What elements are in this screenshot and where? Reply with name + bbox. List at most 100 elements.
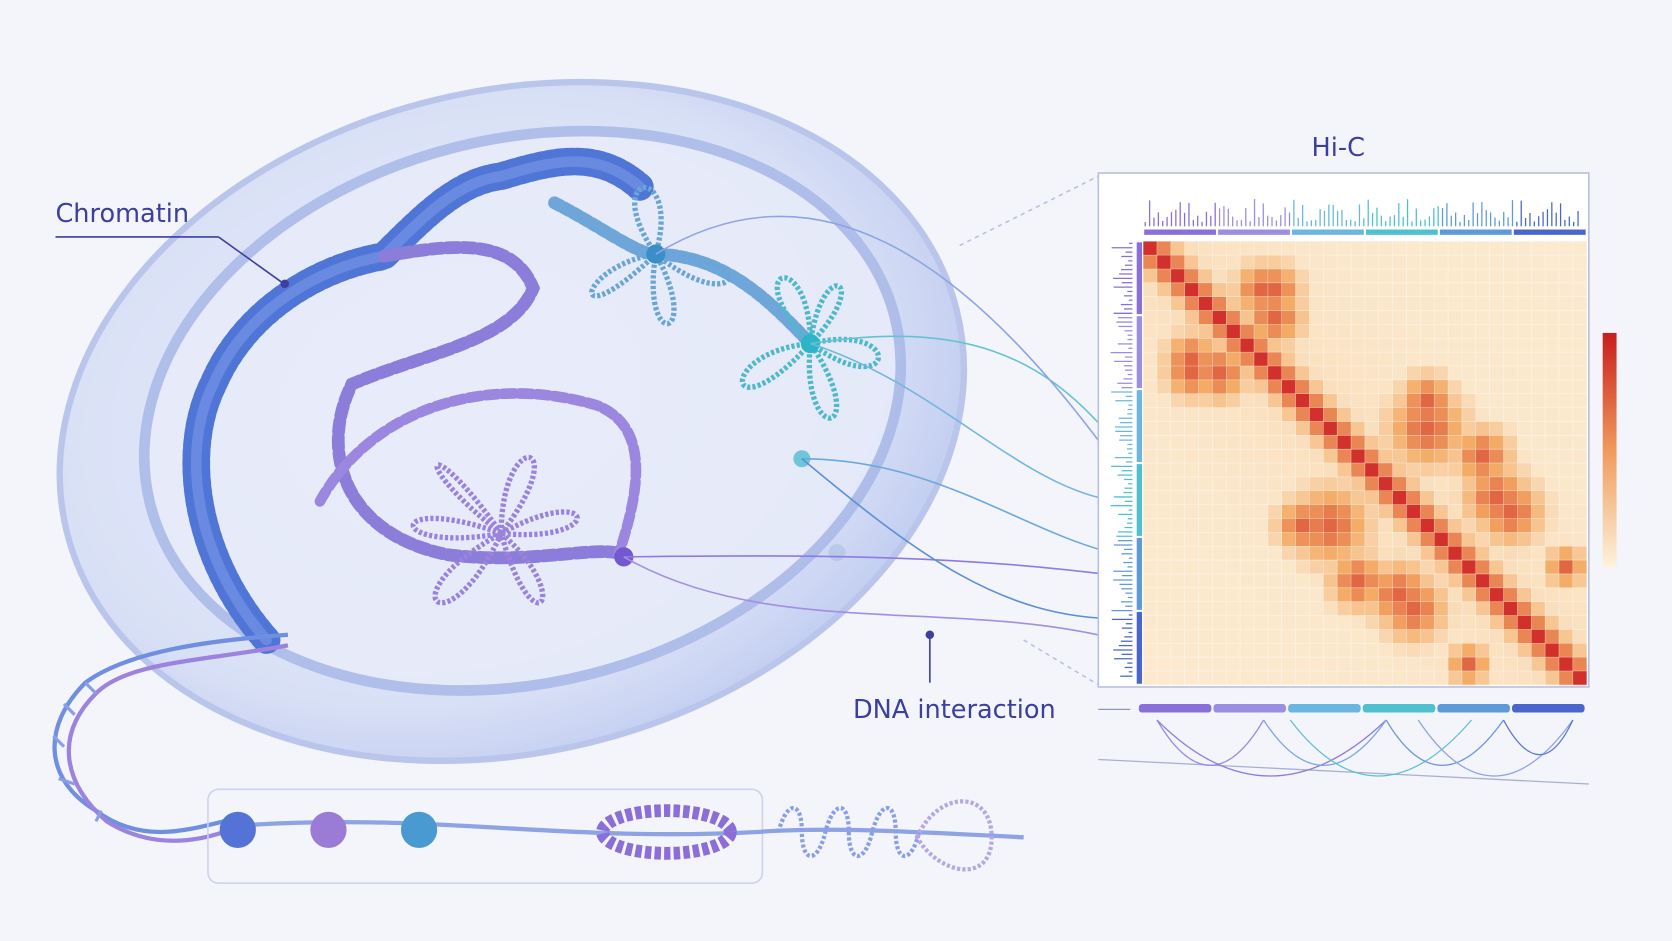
heat-cell [1406,643,1421,658]
heat-cell [1198,532,1213,547]
heat-cell [1143,407,1158,422]
heat-cell [1254,670,1269,686]
heat-cell [1489,504,1504,519]
heat-cell [1323,310,1338,325]
heat-cell [1558,282,1574,298]
heat-cell [1558,324,1574,339]
heat-cell [1448,366,1463,381]
heat-cell [1489,393,1504,408]
heat-cell [1267,241,1283,256]
heat-cell [1475,268,1490,284]
heat-cell [1406,476,1421,492]
heat-cell [1572,490,1588,505]
heat-cell [1337,560,1352,575]
heat-cell [1475,435,1490,450]
heat-cell [1572,587,1588,602]
heat-cell [1240,504,1255,519]
heat-cell [1378,241,1393,256]
heat-cell [1226,629,1241,644]
heat-cell [1364,282,1380,298]
heat-cell [1517,449,1532,464]
heat-cell [1517,504,1532,519]
heat-cell [1448,463,1463,478]
heat-cell [1170,449,1186,464]
heat-cell [1309,532,1324,547]
heat-cell [1309,407,1324,422]
heat-cell [1281,504,1296,519]
heat-cell [1545,532,1560,547]
heat-cell [1212,268,1227,284]
heat-cell [1309,366,1324,381]
heat-cell [1143,573,1158,589]
heat-cell [1226,435,1241,450]
heat-cell [1545,352,1560,367]
heat-cell [1295,366,1310,381]
heat-cell [1364,587,1380,602]
heat-cell [1392,310,1407,325]
heat-cell [1198,615,1213,630]
heat-cell [1170,268,1186,284]
heat-cell [1503,657,1518,672]
heat-cell [1364,560,1380,575]
heat-cell [1558,615,1574,630]
heat-cell [1337,532,1352,547]
heat-cell [1461,587,1477,602]
heat-cell [1448,657,1463,672]
heat-cell [1323,463,1338,478]
heat-cell [1558,255,1574,270]
heat-cell [1184,324,1199,339]
heat-cell [1143,670,1158,686]
heat-cell [1351,421,1366,436]
heat-cell [1392,629,1407,644]
heat-cell [1170,282,1186,298]
heat-cell [1212,504,1227,519]
heat-cell [1378,615,1393,630]
heat-cell [1295,532,1310,547]
heat-cell [1351,504,1366,519]
heat-cell [1323,393,1338,408]
heat-cell [1198,629,1213,644]
heat-cell [1267,643,1283,658]
heat-cell [1184,463,1199,478]
heat-cell [1156,338,1172,353]
heat-cell [1337,504,1352,519]
heat-cell [1295,504,1310,519]
heat-cell [1475,657,1490,672]
heat-cell [1267,670,1283,686]
heat-cell [1309,546,1324,561]
heat-cell [1309,490,1324,505]
heat-cell [1448,393,1463,408]
track-segment [1439,229,1512,235]
heat-cell [1364,615,1380,630]
heat-cell [1254,268,1269,284]
heat-cell [1572,296,1588,311]
heat-cell [1392,241,1407,256]
heat-cell [1461,241,1477,256]
heat-cell [1281,573,1296,589]
heat-cell [1156,393,1172,408]
heat-cell [1503,366,1518,381]
heat-cell [1170,518,1186,533]
heat-cell [1475,615,1490,630]
heat-cell [1364,504,1380,519]
heat-cell [1198,587,1213,602]
heat-cell [1420,504,1435,519]
heat-cell [1226,379,1241,395]
heat-cell [1558,366,1574,381]
heat-cell [1448,504,1463,519]
heat-cell [1170,241,1186,256]
heat-cell [1198,366,1213,381]
heat-cell [1170,255,1186,270]
heat-cell [1475,393,1490,408]
heat-cell [1184,573,1199,589]
heat-cell [1295,407,1310,422]
heat-cell [1531,532,1546,547]
heat-cell [1351,629,1366,644]
heat-cell [1281,490,1296,505]
heat-cell [1406,532,1421,547]
heat-cell [1184,518,1199,533]
heat-cell [1184,560,1199,575]
heat-cell [1351,379,1366,395]
heat-cell [1226,601,1241,616]
heat-cell [1531,421,1546,436]
